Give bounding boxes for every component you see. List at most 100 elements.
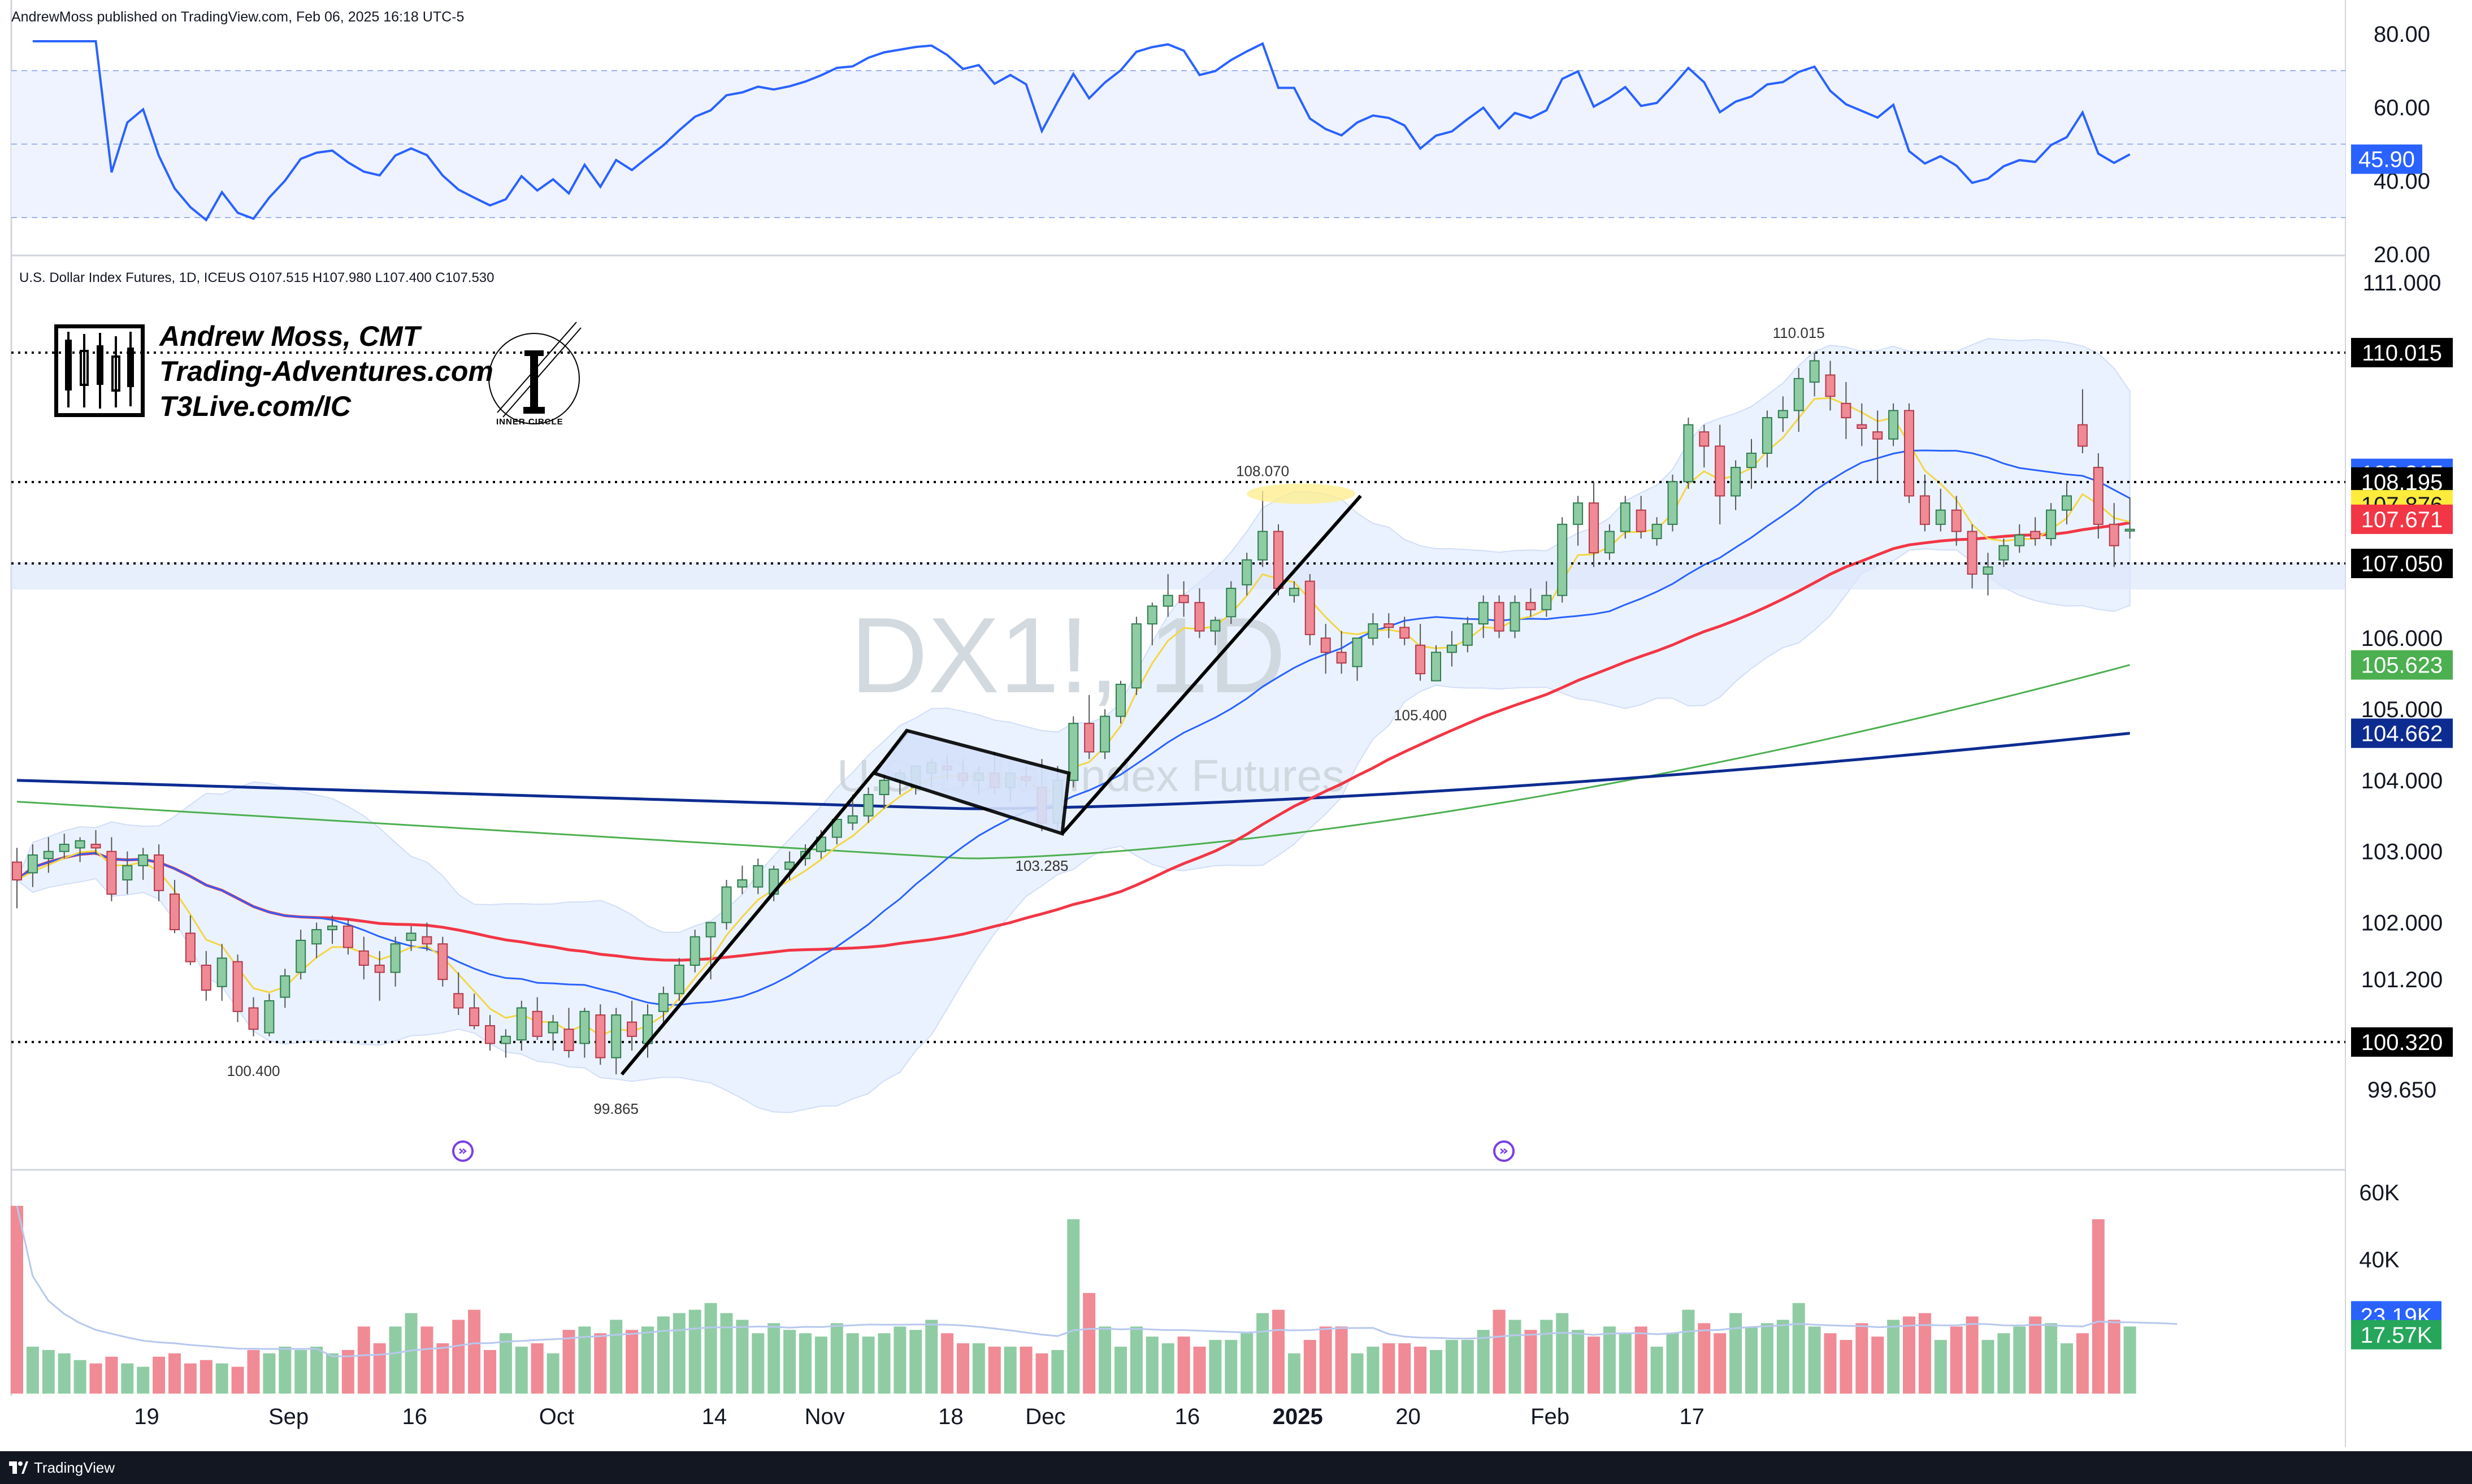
volume-bar [168, 1353, 181, 1394]
candle [1793, 377, 1804, 411]
volume-bar [1729, 1313, 1742, 1394]
volume-bar [420, 1326, 433, 1394]
price-annotation: 110.015 [1773, 324, 1825, 341]
volume-bar [610, 1320, 623, 1394]
price-annotation: 103.285 [1016, 857, 1069, 874]
volume-bar [1445, 1340, 1458, 1394]
candle [500, 1035, 511, 1044]
volume-bar [909, 1330, 922, 1394]
volume-bar [1572, 1330, 1585, 1394]
candle [1951, 509, 1962, 532]
volume-bar [310, 1346, 323, 1394]
symbol-ohlc-line: U.S. Dollar Index Futures, 1D, ICEUS O10… [19, 270, 495, 285]
volume-bar [11, 1205, 23, 1394]
volume-bar [1161, 1343, 1174, 1394]
volume-bar [1477, 1330, 1490, 1394]
price-badge [2351, 718, 2453, 748]
candle [201, 965, 211, 991]
volume-bar [1650, 1346, 1663, 1394]
volume-bar [42, 1350, 55, 1394]
volume-bar [1414, 1346, 1427, 1394]
volume-bar [2029, 1316, 2042, 1394]
candle [264, 1000, 275, 1034]
volume-ma-line [16, 1205, 2178, 1357]
trendline-1 [620, 729, 910, 1076]
volume-bar [1745, 1326, 1758, 1394]
volume-bar [1714, 1333, 1727, 1394]
volume-bar [1808, 1326, 1821, 1394]
candle [1068, 723, 1079, 781]
rollover-marker-icon[interactable] [1493, 1140, 1515, 1162]
trendline-2 [1061, 494, 1362, 835]
volume-bar [941, 1333, 954, 1394]
volume-bar [688, 1309, 701, 1394]
time-axis-tick: 14 [702, 1404, 727, 1429]
candle [1825, 374, 1836, 397]
volume-bar [799, 1333, 812, 1394]
price-axis-tick: 102.000 [2361, 911, 2443, 936]
volume-bar [2107, 1320, 2120, 1394]
price-badge [2351, 650, 2453, 680]
volume-bar [878, 1333, 891, 1394]
candle [2030, 531, 2041, 540]
volume-bar [830, 1323, 843, 1394]
footer-brand: TradingView [34, 1459, 115, 1476]
price-axis-tick: 106.000 [2361, 626, 2443, 651]
candle [1163, 595, 1173, 607]
rsi-axis-tick: 20.00 [2374, 242, 2430, 267]
candle [2046, 509, 2057, 540]
price-axis-tick: 105.000 [2361, 697, 2443, 722]
volume-bar [200, 1360, 212, 1394]
volume-bar [184, 1363, 197, 1394]
volume-bar [1303, 1340, 1316, 1394]
candle [327, 925, 337, 931]
volume-bar [1177, 1337, 1190, 1394]
candle [1384, 623, 1394, 628]
candle [342, 925, 353, 948]
rsi-badge [2351, 144, 2422, 174]
volume-bar [752, 1333, 765, 1394]
candle [879, 779, 890, 796]
volume-bar [1824, 1333, 1837, 1394]
dividend-marker-icon[interactable] [452, 1140, 474, 1162]
candle [170, 893, 180, 931]
volume-bar [1792, 1303, 1805, 1394]
high-highlight [1247, 483, 1355, 504]
volume-bar [215, 1363, 228, 1394]
candle [1998, 545, 2009, 561]
candle [2062, 495, 2072, 511]
candle [1809, 360, 1820, 383]
volume-bar [1351, 1353, 1364, 1394]
inner-circle-caption: INNER CIRCLE [496, 417, 563, 427]
volume-bar [1130, 1326, 1143, 1394]
time-axis-tick: 16 [1175, 1404, 1200, 1429]
ma-50-line [16, 521, 2131, 962]
candle [1415, 644, 1426, 675]
candle [216, 957, 227, 987]
volume-bar [1556, 1313, 1569, 1394]
volume-bar [814, 1337, 827, 1394]
volume-bar [73, 1360, 86, 1394]
candle [485, 1025, 495, 1044]
candle [1320, 637, 1331, 653]
volume-bar [641, 1326, 654, 1394]
candle [1273, 531, 1283, 589]
volume-bar [1067, 1219, 1080, 1394]
candle [1983, 566, 1993, 575]
rsi-axis-tick: 60.00 [2374, 96, 2430, 120]
price-axis-tick: 101.200 [2361, 967, 2443, 992]
volume-bar [1241, 1333, 1254, 1394]
candle [1573, 502, 1584, 525]
volume-bar [1682, 1309, 1695, 1394]
volume-bar [736, 1320, 749, 1394]
tradingview-logo-icon [9, 1461, 28, 1474]
price-badge [2351, 1027, 2453, 1057]
candle [548, 1021, 558, 1034]
candle [1777, 410, 1788, 419]
candle [1525, 602, 1536, 610]
candle [90, 844, 101, 849]
candle [674, 965, 684, 995]
volume-bar [247, 1350, 260, 1394]
candle [1399, 627, 1410, 639]
